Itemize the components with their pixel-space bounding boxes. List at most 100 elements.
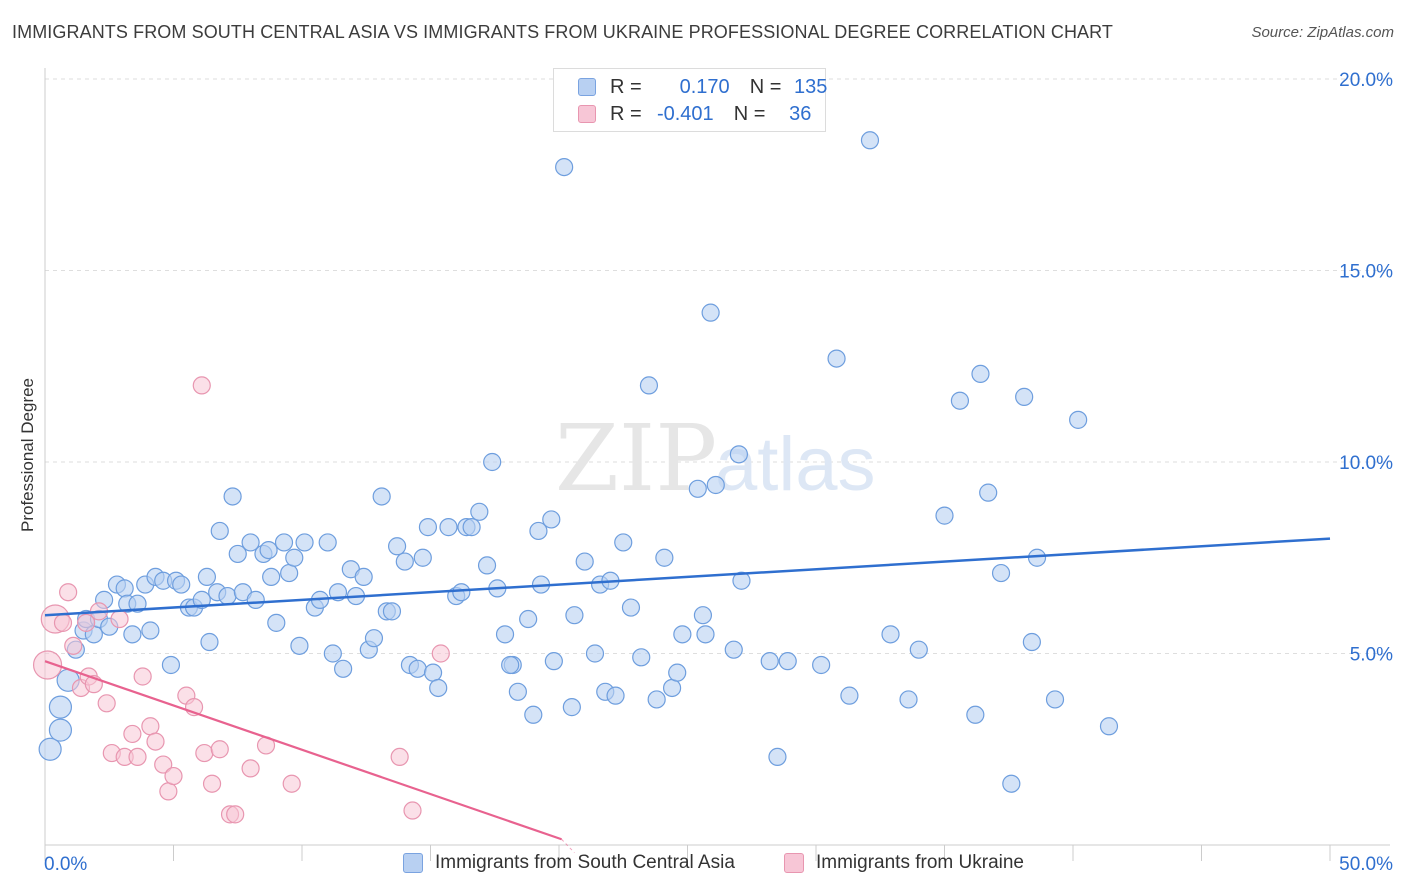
data-point <box>429 678 448 698</box>
data-point <box>935 506 954 525</box>
data-point <box>382 602 402 621</box>
data-point <box>146 732 165 751</box>
chart-title: IMMIGRANTS FROM SOUTH CENTRAL ASIA VS IM… <box>12 22 1114 42</box>
data-point <box>423 663 443 682</box>
data-point <box>529 521 548 541</box>
legend-item-south-central-asia: Immigrants from South Central Asia <box>403 852 735 874</box>
data-point <box>614 533 633 552</box>
series-ukraine <box>32 376 450 824</box>
blue-swatch-icon <box>403 853 423 873</box>
data-point <box>395 552 414 571</box>
data-point <box>334 659 353 678</box>
data-point <box>668 663 687 682</box>
data-point <box>706 475 725 495</box>
r-label: R = <box>610 75 642 98</box>
data-point <box>115 579 134 598</box>
data-point <box>282 774 301 793</box>
data-point <box>408 659 427 678</box>
data-point <box>729 445 749 464</box>
data-point <box>701 303 720 322</box>
data-point <box>1015 387 1034 406</box>
data-point <box>128 594 147 613</box>
data-point <box>899 690 918 709</box>
n-value: 36 <box>789 102 812 125</box>
data-point <box>259 540 278 560</box>
data-point <box>372 487 391 506</box>
data-point <box>724 640 743 659</box>
data-point <box>542 510 561 529</box>
data-point <box>979 483 998 502</box>
trend-line-ukraine-extension <box>561 838 575 854</box>
data-point <box>881 625 900 644</box>
data-point <box>971 364 990 384</box>
data-point <box>128 747 147 767</box>
y-tick-label: 15.0% <box>1339 262 1393 283</box>
data-point <box>53 613 73 632</box>
legend-item-ukraine: Immigrants from Ukraine <box>784 852 1024 874</box>
data-point <box>267 613 286 632</box>
data-point <box>696 625 715 644</box>
data-point <box>226 805 245 824</box>
data-point <box>172 575 191 594</box>
data-point <box>1069 410 1088 429</box>
data-point <box>688 479 707 498</box>
data-point <box>647 690 666 709</box>
data-point <box>991 563 1011 583</box>
data-point <box>673 625 692 644</box>
r-label: R = <box>610 102 642 125</box>
data-point <box>141 717 160 736</box>
pink-swatch-icon <box>578 105 596 123</box>
data-point <box>200 632 219 652</box>
data-point <box>439 518 458 537</box>
data-point <box>262 567 281 587</box>
data-point <box>1027 548 1047 567</box>
data-point <box>59 583 78 602</box>
data-point <box>295 533 314 552</box>
legend-row-south-central-asia: R = 0.170 N = 135 <box>578 75 827 99</box>
legend-row-ukraine: R = -0.401 N = 36 <box>578 102 811 126</box>
data-point <box>812 655 831 675</box>
data-point <box>32 650 63 680</box>
data-point <box>64 636 83 655</box>
data-point <box>655 548 674 567</box>
data-point <box>387 537 407 556</box>
data-point <box>210 521 229 541</box>
x-tick-label: 0.0% <box>44 854 87 875</box>
data-point <box>544 652 563 671</box>
data-point <box>462 518 481 537</box>
data-point <box>840 686 859 705</box>
data-point <box>403 801 422 820</box>
data-point <box>164 766 183 786</box>
data-point <box>693 606 713 625</box>
data-point <box>768 747 787 767</box>
data-point <box>732 571 751 590</box>
data-point <box>966 705 985 724</box>
data-point <box>202 774 222 793</box>
stats-legend: R = 0.170 N = 135 R = -0.401 N = 36 <box>553 68 827 132</box>
data-point <box>1002 774 1021 793</box>
data-point <box>154 755 173 774</box>
axes <box>44 68 1390 861</box>
data-point <box>123 724 142 744</box>
data-point <box>483 452 502 472</box>
data-point <box>133 667 152 686</box>
data-point <box>274 533 294 552</box>
data-point <box>192 376 211 395</box>
data-point <box>159 782 178 801</box>
data-point <box>192 590 211 609</box>
data-point <box>452 583 471 602</box>
data-point <box>501 655 520 675</box>
n-label: N = <box>733 102 766 125</box>
data-point <box>228 544 247 564</box>
n-label: N = <box>749 75 782 98</box>
data-point <box>246 590 265 609</box>
data-point <box>950 391 970 410</box>
data-point <box>48 695 73 719</box>
data-point <box>621 598 641 617</box>
data-point <box>860 131 880 150</box>
data-point <box>390 747 409 767</box>
data-point <box>141 621 160 640</box>
data-point <box>495 625 515 644</box>
data-point <box>110 609 129 629</box>
